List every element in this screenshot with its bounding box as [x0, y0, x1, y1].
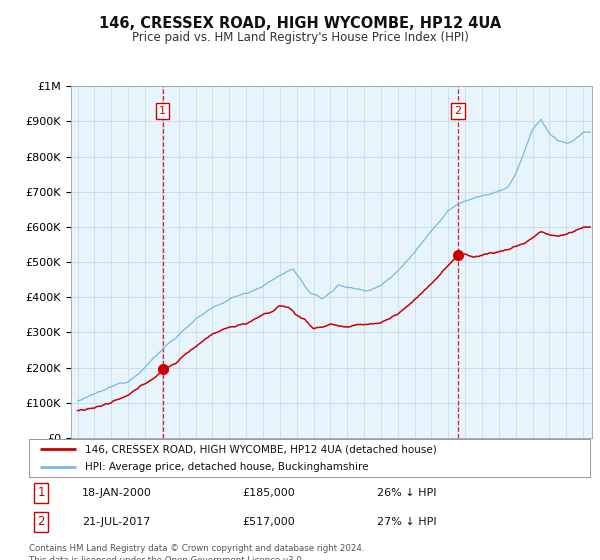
Text: 27% ↓ HPI: 27% ↓ HPI	[377, 517, 436, 527]
Text: 26% ↓ HPI: 26% ↓ HPI	[377, 488, 436, 498]
Text: Price paid vs. HM Land Registry's House Price Index (HPI): Price paid vs. HM Land Registry's House …	[131, 31, 469, 44]
Text: £185,000: £185,000	[242, 488, 295, 498]
Text: 146, CRESSEX ROAD, HIGH WYCOMBE, HP12 4UA (detached house): 146, CRESSEX ROAD, HIGH WYCOMBE, HP12 4U…	[85, 444, 437, 454]
Text: 2: 2	[455, 106, 461, 116]
Text: £517,000: £517,000	[242, 517, 295, 527]
Text: 2: 2	[37, 515, 45, 528]
Text: 1: 1	[37, 486, 45, 500]
Text: HPI: Average price, detached house, Buckinghamshire: HPI: Average price, detached house, Buck…	[85, 462, 368, 472]
Text: 18-JAN-2000: 18-JAN-2000	[82, 488, 152, 498]
Text: 21-JUL-2017: 21-JUL-2017	[82, 517, 151, 527]
Text: 146, CRESSEX ROAD, HIGH WYCOMBE, HP12 4UA: 146, CRESSEX ROAD, HIGH WYCOMBE, HP12 4U…	[99, 16, 501, 31]
Text: Contains HM Land Registry data © Crown copyright and database right 2024.
This d: Contains HM Land Registry data © Crown c…	[29, 544, 364, 560]
Text: 1: 1	[159, 106, 166, 116]
